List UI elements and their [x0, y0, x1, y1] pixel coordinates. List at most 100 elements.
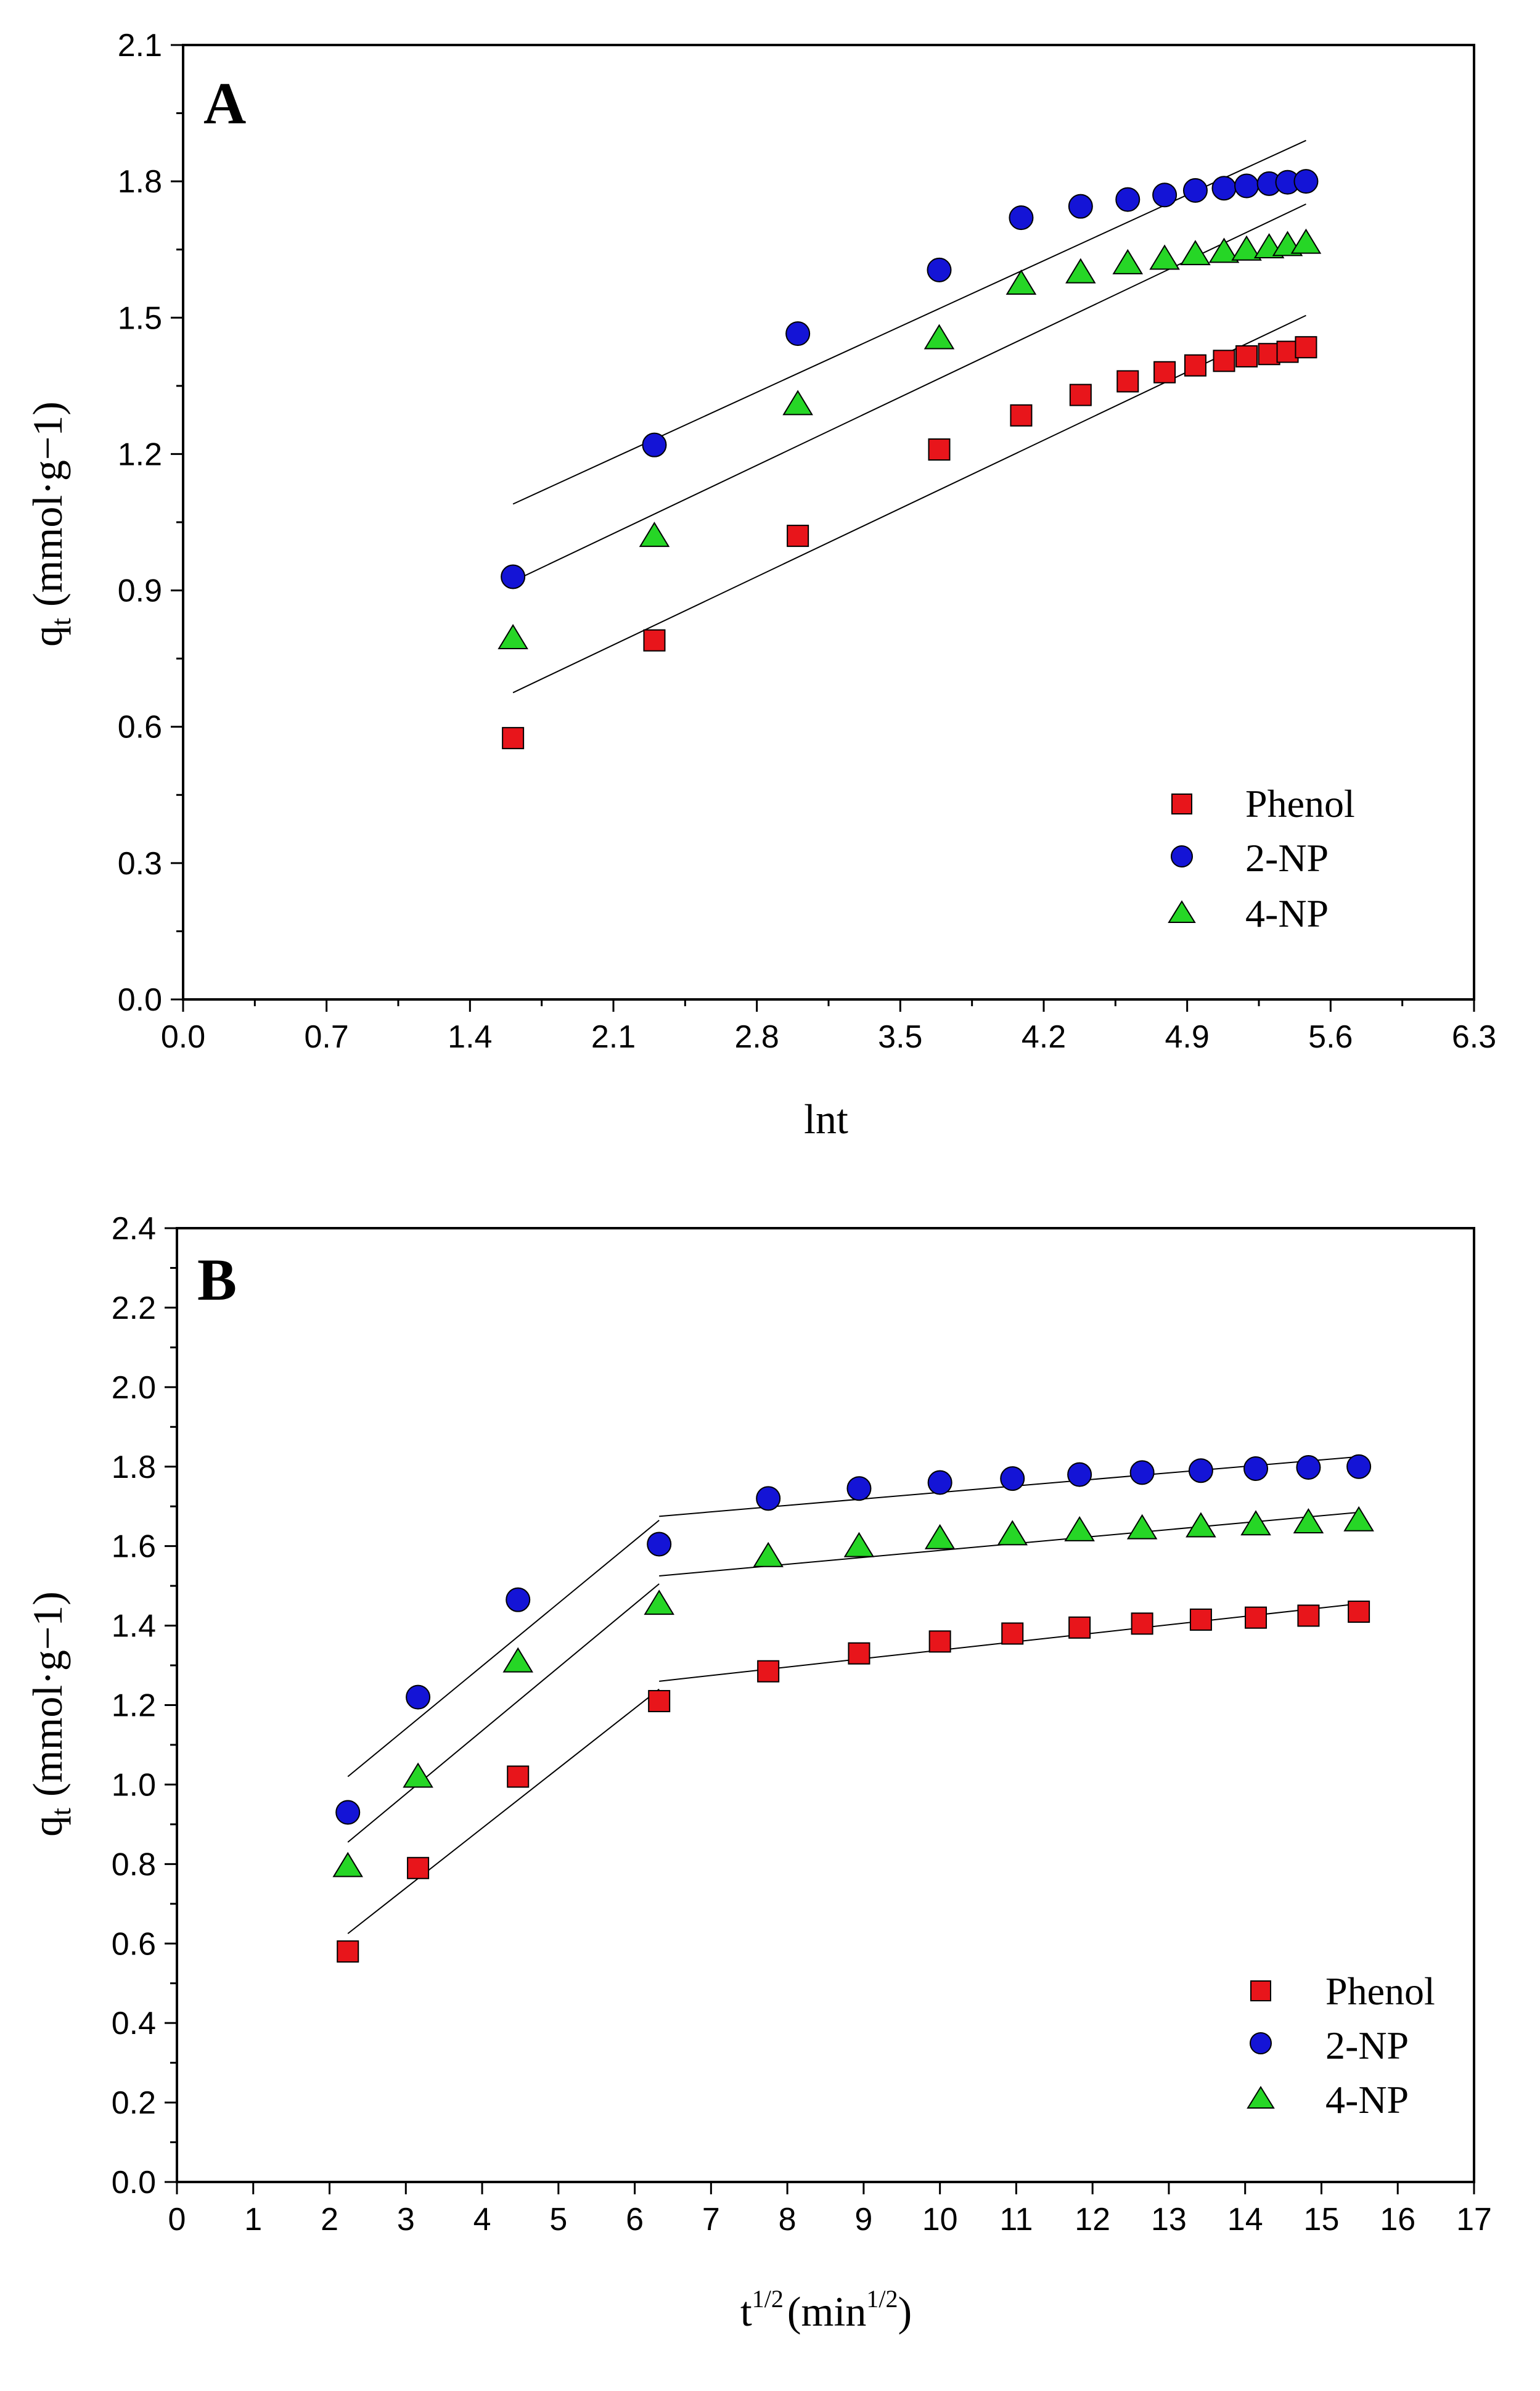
data-point-phenol [787, 525, 809, 548]
data-point-phenol [1189, 1608, 1212, 1631]
x-tick-label: 4 [473, 2202, 491, 2237]
fit-line-2np [347, 1519, 660, 1778]
x-tick-label: 2 [321, 2202, 338, 2237]
chart-panel-a: 0.0 0.7 1.4 2.1 2.8 3.5 4.2 4.9 5.6 6.3 0.0 0.3 0.6… [24, 28, 1496, 1142]
data-point-4np [332, 1852, 364, 1877]
data-point-4np [1290, 228, 1322, 254]
data-point-phenol [1153, 361, 1176, 383]
legend-marker-phenol [1171, 794, 1192, 814]
data-point-4np [644, 1589, 674, 1615]
y-axis-title-q: q [24, 626, 71, 647]
x-axis-title: t1/2(min1/2) [740, 2285, 912, 2335]
legend-marker-4np [1247, 2086, 1275, 2109]
chart-panel-b: 0 1 2 3 4 5 6 7 8 9 10 11 12 13 14 15 16 17 0.00.20.40.60… [24, 1211, 1492, 2335]
data-point-4np [1112, 248, 1144, 274]
legend-label-2np: 2-NP [1325, 2024, 1409, 2067]
y-tick-label: 0.0 [112, 2165, 156, 2200]
data-point-phenol [1348, 1601, 1370, 1623]
x-axis-title-t: t [740, 2288, 752, 2335]
data-point-2np [647, 1532, 672, 1557]
x-axis-title-unit-end: ) [898, 2288, 912, 2335]
y-tick-label: 0.9 [118, 573, 162, 609]
data-point-2np [927, 257, 952, 282]
data-point-2np [1009, 205, 1034, 231]
y-axis-title: qt (mmol·g−1) [24, 1591, 76, 1837]
x-tick-label: 7 [702, 2202, 720, 2237]
data-point-4np [997, 1520, 1028, 1546]
data-point-phenol [1069, 383, 1092, 406]
data-point-phenol [1010, 404, 1033, 427]
x-axis-title-unit-sup: 1/2 [866, 2285, 898, 2313]
x-tick-label: 11 [999, 2202, 1033, 2237]
x-tick-label: 1 [244, 2202, 262, 2237]
data-point-2np [1346, 1454, 1372, 1479]
x-tick-label: 16 [1380, 2202, 1415, 2237]
legend: Phenol 2-NP 4-NP [1168, 782, 1355, 935]
data-points [498, 169, 1322, 750]
x-tick-label: 0.7 [305, 1019, 349, 1055]
data-point-2np [501, 564, 526, 589]
x-tick-label: 2.1 [591, 1019, 636, 1055]
y-tick-label: 2.2 [112, 1290, 156, 1326]
data-point-2np [1211, 176, 1237, 201]
legend-marker-2np [1250, 2032, 1272, 2054]
data-point-2np [846, 1476, 872, 1501]
y-tick-label: 1.8 [118, 164, 162, 200]
x-tick-label: 3.5 [878, 1019, 922, 1055]
x-tick-label: 6.3 [1452, 1019, 1496, 1055]
fit-line-4np [347, 1583, 660, 1843]
x-axis-title-sup: 1/2 [752, 2285, 784, 2313]
data-point-phenol [1295, 336, 1317, 359]
data-point-2np [1067, 1462, 1092, 1487]
data-point-4np [924, 1524, 956, 1549]
data-point-2np [1068, 194, 1093, 219]
data-point-2np [927, 1470, 952, 1495]
y-tick-label: 0.3 [118, 846, 162, 882]
legend-label-phenol: Phenol [1245, 782, 1355, 826]
data-point-4np [1064, 1515, 1095, 1541]
panel-label: A [203, 70, 246, 136]
x-tick-label: 13 [1151, 2202, 1187, 2237]
y-tick-label: 0.8 [112, 1847, 156, 1882]
data-point-phenol [928, 438, 951, 461]
x-tick-label: 0.0 [161, 1019, 205, 1055]
data-point-4np [639, 522, 670, 548]
data-point-phenol [757, 1660, 780, 1683]
data-point-4np [753, 1541, 784, 1567]
y-axis-title-sub: t [45, 1808, 76, 1816]
data-point-phenol [1068, 1616, 1091, 1639]
x-tick-labels: 0.0 0.7 1.4 2.1 2.8 3.5 4.2 4.9 5.6 6.3 [161, 1019, 1496, 1055]
data-point-2np [785, 321, 811, 347]
y-tick-label: 0.0 [118, 982, 162, 1018]
x-tick-label: 3 [397, 2202, 415, 2237]
y-tick-label: 1.2 [118, 437, 162, 472]
legend-label-2np: 2-NP [1245, 836, 1329, 880]
x-tick-label: 15 [1304, 2202, 1340, 2237]
y-tick-label: 1.2 [112, 1688, 156, 1724]
data-point-4np [782, 390, 813, 416]
x-tick-label: 4.2 [1022, 1019, 1066, 1055]
y-tick-label: 1.0 [112, 1767, 156, 1803]
x-tick-labels: 0 1 2 3 4 5 6 7 8 9 10 11 12 13 14 15 16 17 [168, 2202, 1492, 2237]
y-tick-label: 0.2 [112, 2085, 156, 2121]
data-point-4np [1240, 1510, 1271, 1536]
y-tick-label: 1.8 [112, 1450, 156, 1485]
y-tick-label: 1.4 [112, 1609, 156, 1644]
x-tick-label: 9 [854, 2202, 872, 2237]
x-tick-label: 4.9 [1165, 1019, 1210, 1055]
fit-line-phenol [347, 1688, 660, 1934]
data-point-2np [1243, 1456, 1269, 1481]
data-point-4np [1180, 240, 1211, 266]
data-point-2np [642, 432, 667, 457]
data-point-2np [1293, 169, 1319, 194]
x-tick-label: 5.6 [1308, 1019, 1353, 1055]
x-tick-label: 12 [1075, 2202, 1110, 2237]
data-point-phenol [1297, 1604, 1320, 1627]
data-point-phenol [1276, 340, 1299, 363]
data-point-2np [335, 1800, 361, 1825]
data-point-phenol [1213, 350, 1235, 372]
x-tick-label: 2.8 [735, 1019, 779, 1055]
data-point-phenol [502, 727, 525, 750]
panel-label: B [197, 1247, 237, 1313]
data-point-2np [1129, 1460, 1155, 1485]
